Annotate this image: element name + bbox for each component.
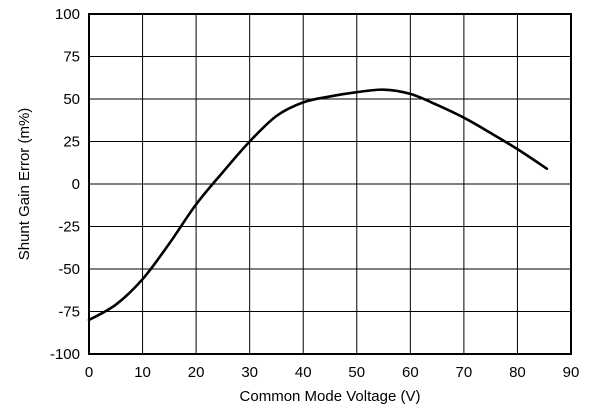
- x-tick-label: 10: [134, 364, 151, 381]
- x-tick-label: 0: [85, 364, 93, 381]
- x-tick-labels: 0 10 20 30 40 50 60 70 80 90: [85, 364, 580, 381]
- y-tick-label: -25: [58, 219, 80, 236]
- y-tick-labels: 100 75 50 25 0 -25 -50 -75 -100: [50, 6, 80, 363]
- plot-frame: [88, 13, 572, 355]
- x-tick-label: 70: [456, 364, 473, 381]
- y-tick-label: 50: [63, 91, 80, 108]
- y-tick-label: 100: [55, 6, 80, 23]
- y-axis-title: Shunt Gain Error (m%): [16, 108, 33, 261]
- x-tick-label: 50: [348, 364, 365, 381]
- x-tick-label: 80: [509, 364, 526, 381]
- y-tick-label: -100: [50, 346, 80, 363]
- x-axis-title: Common Mode Voltage (V): [240, 388, 421, 405]
- x-tick-label: 20: [188, 364, 205, 381]
- grid-lines: [88, 13, 572, 355]
- y-tick-label: 75: [63, 49, 80, 66]
- y-tick-label: 25: [63, 134, 80, 151]
- y-tick-label: -75: [58, 304, 80, 321]
- y-tick-label: 0: [72, 176, 80, 193]
- x-tick-label: 30: [241, 364, 258, 381]
- x-tick-label: 90: [563, 364, 580, 381]
- x-tick-label: 60: [402, 364, 419, 381]
- series-layer: [87, 88, 549, 322]
- x-tick-label: 40: [295, 364, 312, 381]
- y-tick-label: -50: [58, 261, 80, 278]
- series-line: [87, 88, 549, 322]
